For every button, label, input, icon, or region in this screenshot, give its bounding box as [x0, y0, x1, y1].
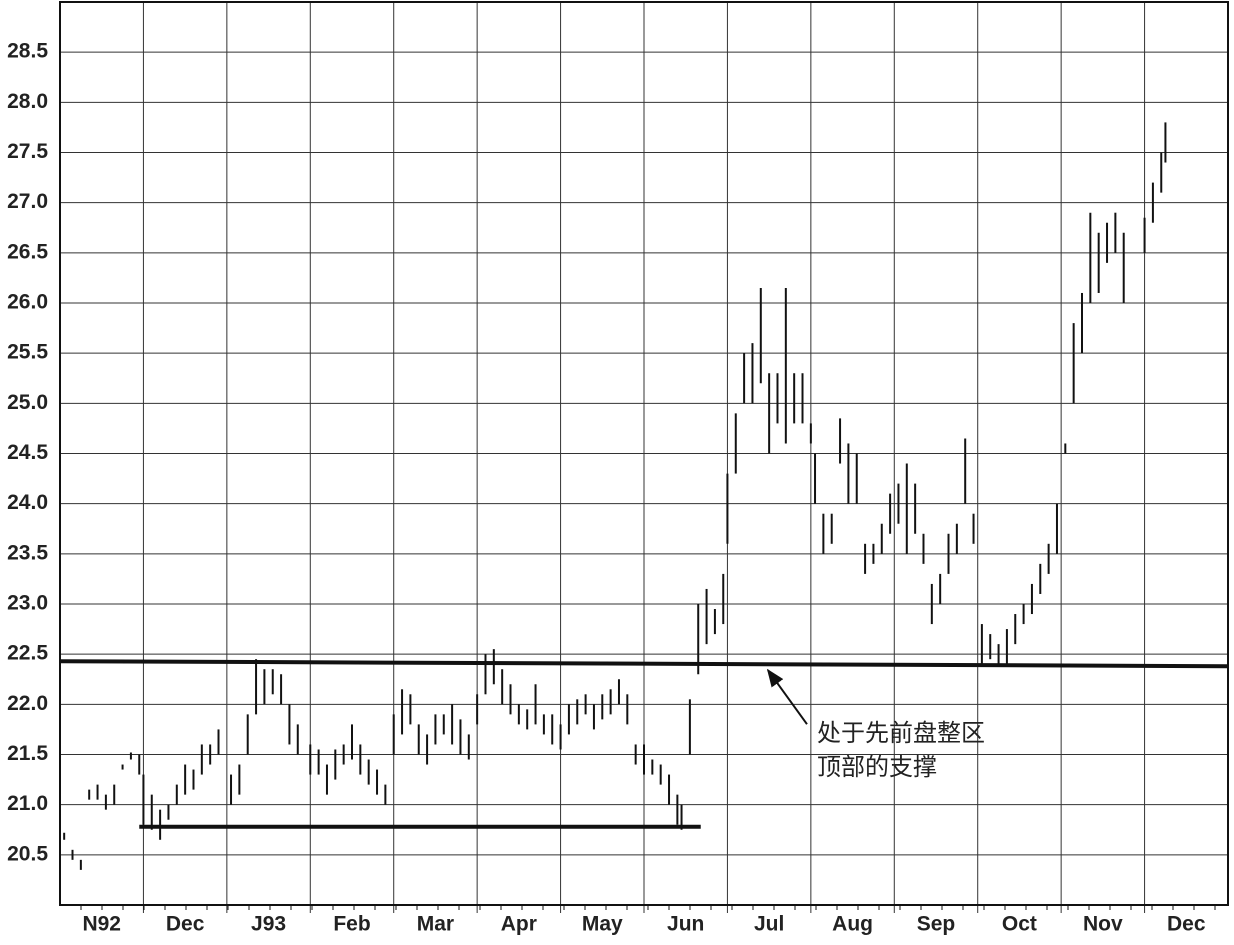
y-tick-label: 23.5: [7, 541, 48, 564]
y-tick-label: 27.5: [7, 140, 48, 163]
annotation-text: 处于先前盘整区: [817, 719, 985, 747]
y-tick-label: 26.5: [7, 240, 48, 263]
y-tick-label: 21.5: [7, 742, 48, 765]
x-tick-label: May: [582, 913, 623, 936]
support-line: [59, 659, 1229, 669]
y-tick-label: 24.5: [7, 441, 48, 464]
y-tick-label: 27.0: [7, 190, 48, 213]
y-tick-label: 24.0: [7, 491, 48, 514]
x-tick-label: N92: [82, 913, 121, 936]
x-tick-label: J93: [251, 913, 286, 936]
y-tick-label: 22.5: [7, 642, 48, 665]
x-tick-label: Mar: [417, 913, 454, 936]
x-tick-label: Dec: [166, 913, 205, 936]
y-tick-label: 28.0: [7, 90, 48, 113]
x-tick-label: Aug: [832, 913, 873, 936]
y-tick-label: 26.0: [7, 291, 48, 314]
x-tick-label: Dec: [1167, 913, 1206, 936]
y-tick-label: 25.5: [7, 341, 48, 364]
x-tick-label: Jul: [754, 913, 784, 936]
x-tick-label: Jun: [667, 913, 704, 936]
annotation-text: 顶部的支撑: [817, 753, 937, 781]
x-tick-label: Feb: [333, 913, 370, 936]
x-tick-label: Sep: [917, 913, 956, 936]
y-tick-label: 23.0: [7, 592, 48, 615]
annotation-arrow: [766, 668, 808, 725]
x-tick-label: Nov: [1083, 913, 1123, 936]
y-tick-label: 22.0: [7, 692, 48, 715]
y-tick-label: 28.5: [7, 40, 48, 63]
y-tick-label: 25.0: [7, 391, 48, 414]
x-tick-label: Oct: [1002, 913, 1037, 936]
x-tick-label: Apr: [501, 913, 537, 936]
y-tick-label: 21.0: [7, 792, 48, 815]
plot-border: [59, 1, 1229, 906]
y-tick-label: 20.5: [7, 842, 48, 865]
